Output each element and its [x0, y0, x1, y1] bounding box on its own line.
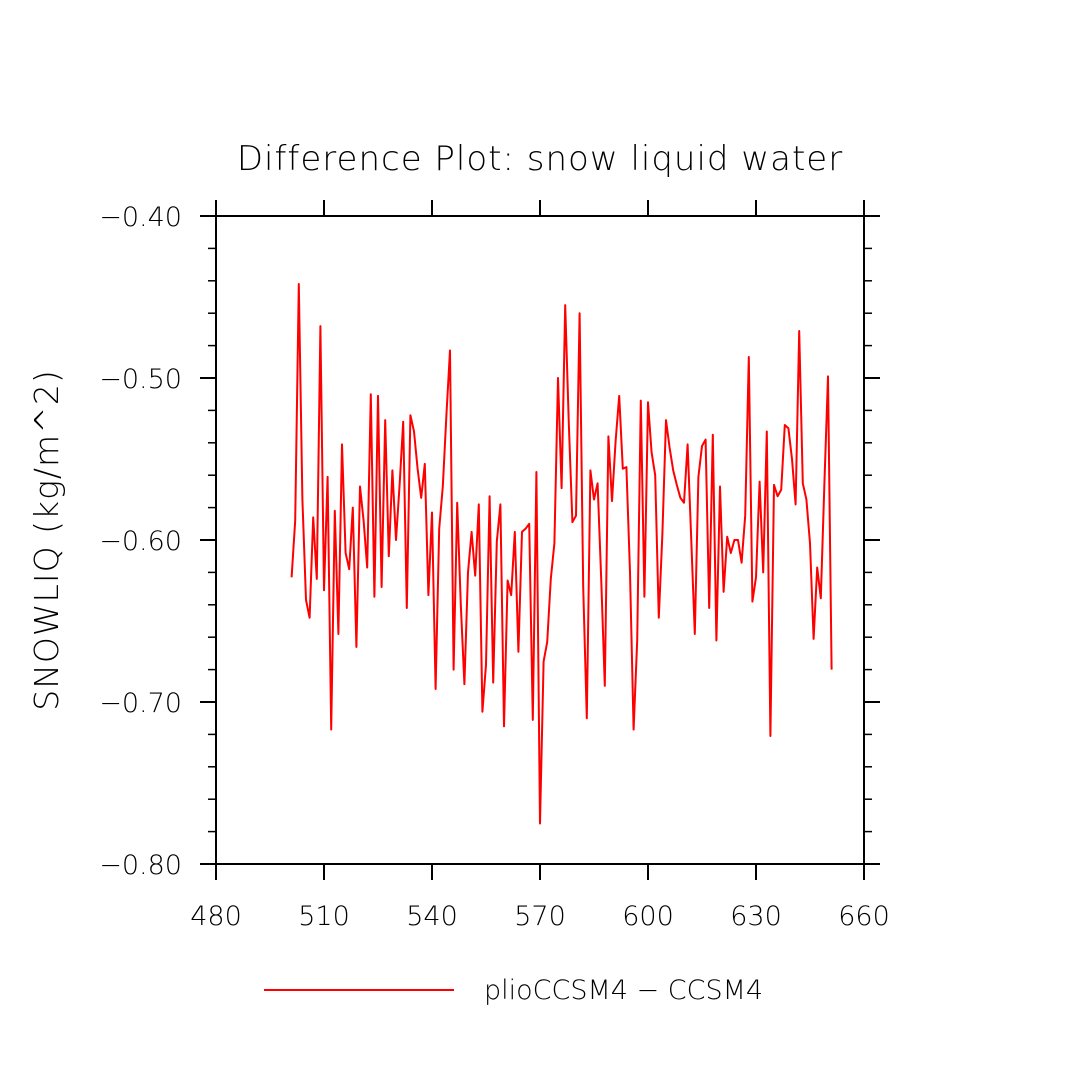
legend: plioCCSM4 − CCSM4: [264, 975, 763, 1006]
plot-frame: [215, 215, 865, 865]
series-line: [290, 283, 833, 825]
legend-label: plioCCSM4 − CCSM4: [484, 975, 763, 1006]
x-tick-label: 540: [406, 901, 458, 932]
x-tick-label: 480: [190, 901, 242, 932]
x-tick-label: 660: [838, 901, 890, 932]
axis-ticks: [200, 200, 880, 880]
y-tick-label: −0.70: [99, 688, 182, 719]
x-tick-label: 510: [298, 901, 350, 932]
y-axis-label: SNOWLIQ (kg/m^2): [27, 369, 66, 710]
y-tick-label: −0.60: [99, 526, 182, 557]
y-tick-label: −0.40: [99, 202, 182, 233]
x-tick-label: 600: [622, 901, 674, 932]
y-tick-label: −0.50: [99, 364, 182, 395]
x-tick-label: 630: [730, 901, 782, 932]
chart-title: Difference Plot: snow liquid water: [237, 139, 843, 179]
y-tick-label: −0.80: [99, 850, 182, 881]
axis-tick-labels: 480 510 540 570 600 630 660 −0.80 −0.70 −0.60 −0.5…: [99, 202, 890, 932]
x-tick-label: 570: [514, 901, 566, 932]
series-layer: [290, 283, 833, 825]
